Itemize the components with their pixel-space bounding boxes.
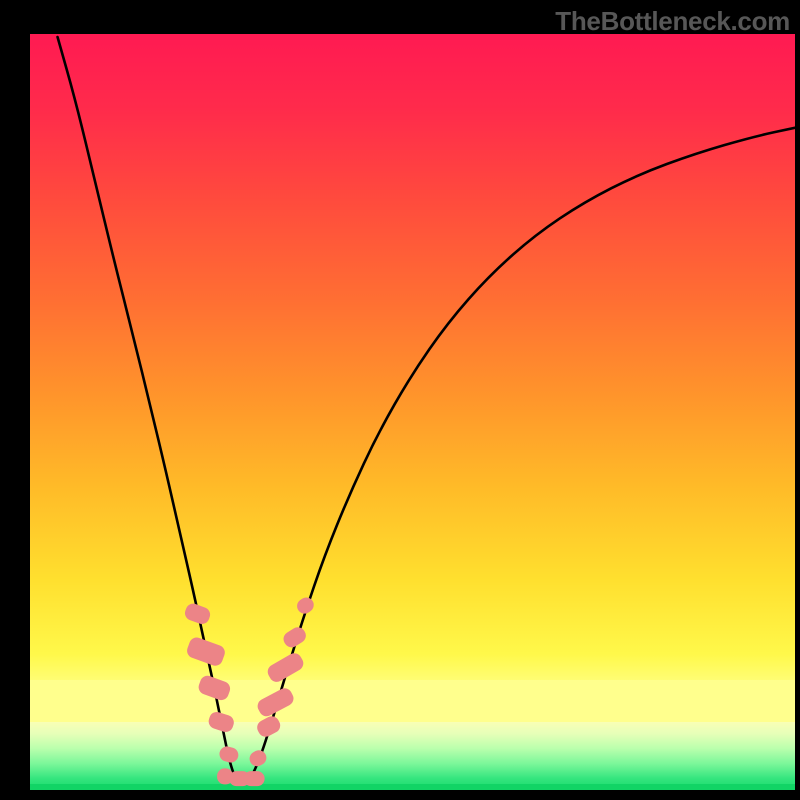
data-marker	[248, 748, 269, 768]
data-marker	[218, 745, 239, 763]
data-marker	[186, 636, 227, 667]
data-marker	[184, 602, 212, 625]
data-marker	[244, 772, 264, 786]
data-marker	[281, 625, 308, 649]
bottleneck-curve	[58, 37, 795, 784]
data-marker	[207, 711, 235, 734]
chart-overlay	[30, 34, 795, 790]
data-marker	[255, 714, 282, 738]
data-marker	[256, 686, 296, 718]
data-marker	[197, 674, 231, 701]
data-marker	[295, 595, 316, 616]
watermark-text: TheBottleneck.com	[555, 6, 790, 37]
data-markers-group	[184, 595, 316, 785]
plot-area	[30, 34, 795, 790]
